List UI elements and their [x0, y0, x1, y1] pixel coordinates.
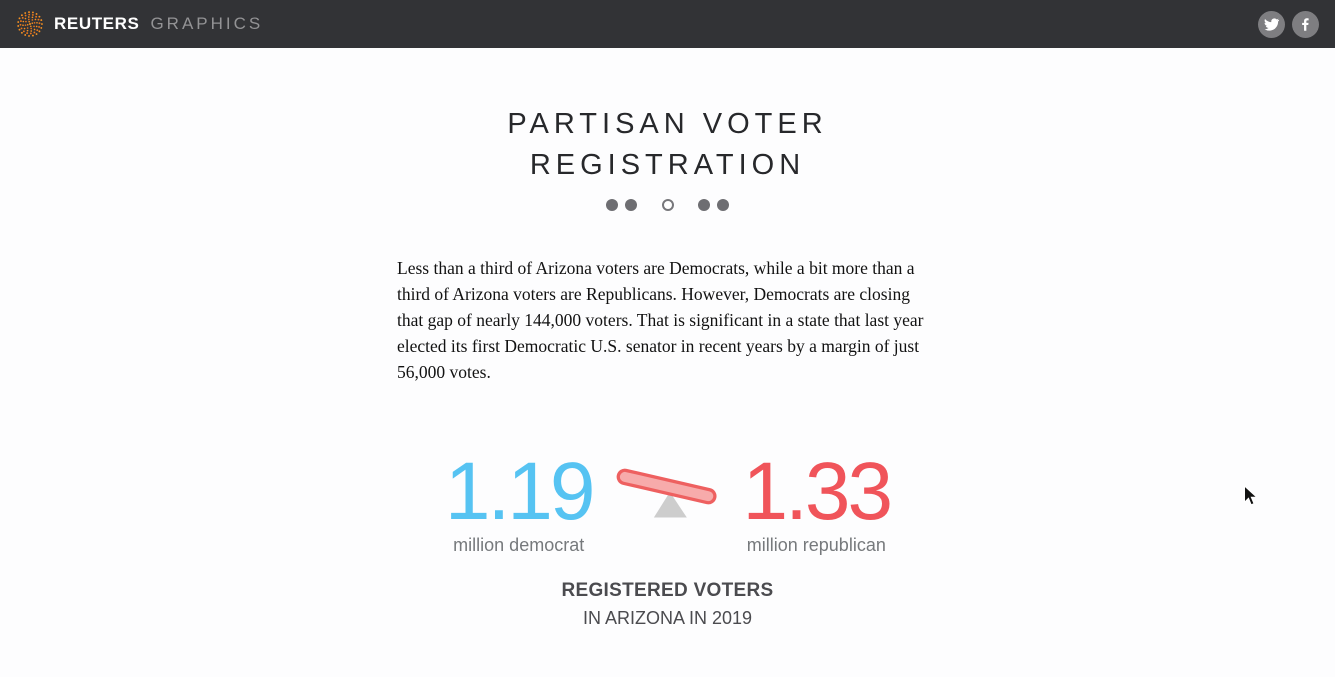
- republican-stat: 1.33 million republican: [742, 446, 894, 556]
- facebook-share-button[interactable]: [1292, 10, 1319, 38]
- seesaw-fulcrum-triangle: [653, 492, 687, 518]
- carousel-dot-2[interactable]: [625, 199, 637, 211]
- carousel-dots: [0, 197, 1335, 213]
- reuters-logo-icon: [16, 10, 44, 38]
- carousel-dot-5[interactable]: [717, 199, 729, 211]
- seesaw-icon: [609, 461, 727, 525]
- republican-label: million republican: [746, 535, 886, 555]
- graphic-caption: REGISTERED VOTERS IN ARIZONA IN 2019: [0, 580, 1335, 629]
- republican-value: 1.33: [742, 446, 894, 537]
- voter-registration-graphic: 1.19 million democrat 1.33 million repub…: [0, 446, 1335, 556]
- caption-line-1: REGISTERED VOTERS: [561, 580, 774, 601]
- article-paragraph: Less than a third of Arizona voters are …: [397, 258, 924, 382]
- top-bar: REUTERS GRAPHICS: [0, 0, 1335, 48]
- facebook-icon: [1302, 17, 1309, 31]
- carousel-dot-4[interactable]: [698, 199, 710, 211]
- carousel-slide: PARTISAN VOTER REGISTRATION Less than a …: [0, 104, 1335, 629]
- democrat-stat: 1.19 million democrat: [444, 446, 596, 556]
- democrat-label: million democrat: [453, 535, 585, 555]
- twitter-icon: [1264, 17, 1279, 31]
- carousel-dot-3[interactable]: [661, 199, 674, 211]
- page-title: PARTISAN VOTER REGISTRATION: [0, 104, 1335, 186]
- brand-name: REUTERS: [54, 14, 140, 33]
- brand-suffix: GRAPHICS: [150, 14, 264, 33]
- carousel-dot-1[interactable]: [606, 199, 618, 211]
- reuters-brand-link[interactable]: REUTERS GRAPHICS: [16, 10, 263, 38]
- seesaw-plank: [616, 468, 717, 505]
- title-line-2: REGISTRATION: [529, 149, 806, 181]
- democrat-value: 1.19: [444, 446, 596, 537]
- caption-line-2: IN ARIZONA IN 2019: [582, 608, 753, 628]
- twitter-share-button[interactable]: [1258, 10, 1285, 38]
- title-line-1: PARTISAN VOTER: [507, 108, 828, 140]
- social-buttons: [1251, 10, 1319, 38]
